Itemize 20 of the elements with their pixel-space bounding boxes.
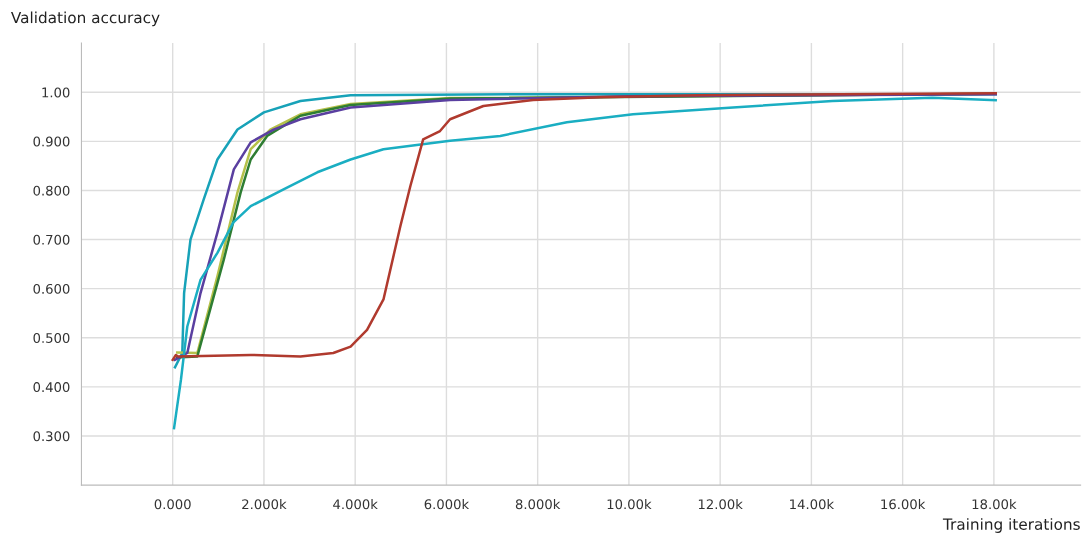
y-tick-label: 0.500	[33, 332, 70, 343]
x-tick-label: 6.000k	[424, 498, 470, 510]
x-tick-label: 4.000k	[333, 498, 378, 510]
y-tick-label: 0.800	[33, 185, 70, 196]
x-tick-label: 8.000k	[515, 498, 561, 510]
x-tick-label: 2.000k	[242, 498, 287, 510]
y-tick-label: 0.300	[33, 431, 70, 442]
chart-title: Validation accuracy	[10, 11, 160, 27]
y-tick-label: 0.900	[33, 136, 70, 147]
y-tick-label: 0.700	[33, 234, 70, 245]
x-tick-label: 18.00k	[972, 498, 1017, 510]
x-tick-label: 12.00k	[698, 498, 743, 510]
x-tick-label: 16.00k	[881, 498, 926, 510]
x-tick-label: 0.000	[154, 499, 191, 510]
x-axis-title: Training iterations	[942, 518, 1080, 533]
y-tick-label: 1.00	[42, 87, 70, 98]
x-tick-label: 14.00k	[790, 498, 835, 510]
y-tick-label: 0.600	[33, 283, 70, 294]
x-tick-label: 10.00k	[607, 498, 652, 510]
y-tick-label: 0.400	[33, 382, 70, 393]
